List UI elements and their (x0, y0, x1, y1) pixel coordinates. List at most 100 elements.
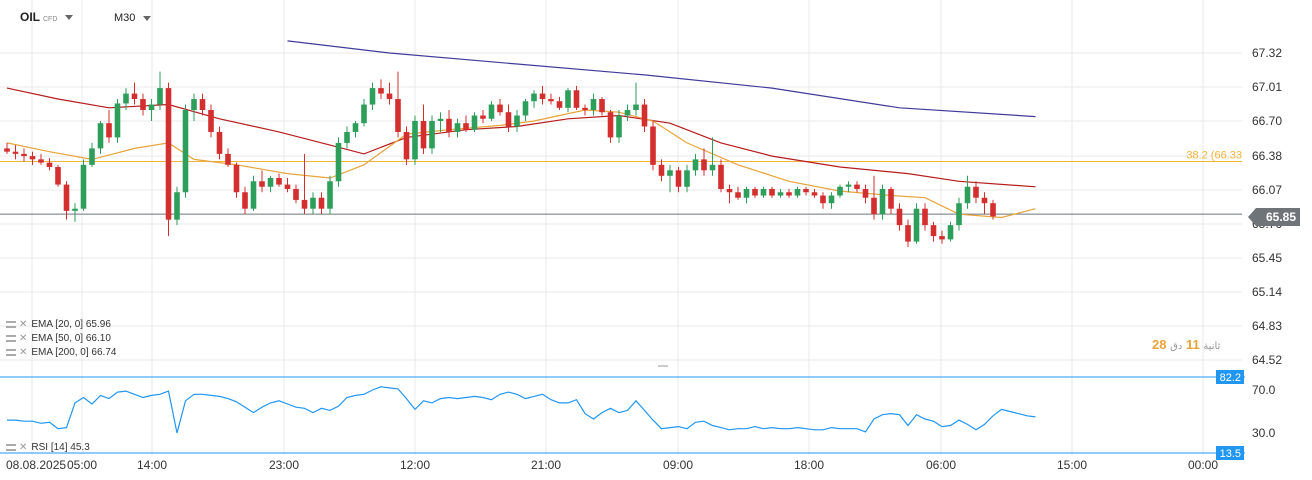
settings-icon[interactable] (6, 321, 16, 328)
candle-body (242, 192, 248, 209)
candle (854, 181, 860, 193)
settings-icon[interactable] (6, 444, 16, 451)
legend-ema50[interactable]: ✕ EMA [50, 0] 66.10 (6, 333, 111, 344)
candle-body (633, 104, 639, 111)
settings-icon[interactable] (6, 335, 16, 342)
x-tick-label: 05:00 (67, 458, 97, 472)
legend-ema200[interactable]: ✕ EMA [200, 0] 66.74 (6, 347, 116, 358)
candle-body (769, 188, 775, 196)
candle-body (709, 164, 716, 171)
candle (480, 110, 486, 124)
candle (845, 181, 852, 193)
candle (862, 184, 869, 204)
settings-icon[interactable] (6, 349, 16, 356)
close-icon[interactable]: ✕ (19, 333, 28, 344)
rsi-line (7, 386, 1036, 434)
candle (565, 88, 571, 113)
candle (828, 192, 835, 209)
candle (29, 151, 36, 165)
candle-body (386, 93, 393, 100)
candle (590, 93, 597, 116)
candle (463, 115, 469, 132)
candle-body (420, 120, 427, 149)
y-tick-label: 65.14 (1252, 285, 1282, 299)
chevron-down-icon (143, 15, 152, 21)
candle (531, 90, 537, 108)
candle-body (395, 99, 401, 132)
candle (896, 203, 903, 231)
candle-body (692, 159, 699, 171)
candle-body (123, 93, 129, 104)
candle-body (514, 115, 520, 127)
candle-body (641, 104, 648, 127)
x-tick-label: 08.08.2025 (6, 458, 66, 472)
candle-body (964, 186, 971, 204)
candle (726, 184, 733, 204)
candle (769, 186, 775, 198)
candle-body (582, 107, 588, 111)
candle (386, 82, 393, 105)
legend-rsi[interactable]: ✕ RSI [14] 45.3 (6, 442, 90, 453)
candle-body (250, 181, 257, 209)
candle-body (480, 115, 486, 119)
candle-body (862, 188, 869, 198)
ema200-line (287, 40, 1036, 118)
candle (250, 175, 257, 211)
close-icon[interactable]: ✕ (19, 319, 28, 330)
candle (437, 112, 444, 132)
candle (318, 192, 325, 215)
candle-body (327, 181, 333, 209)
candle (208, 104, 214, 138)
countdown-seconds: 28 (1152, 337, 1167, 352)
candle-body (743, 188, 750, 198)
candle-body (786, 192, 792, 196)
candle (335, 137, 342, 187)
candle (939, 230, 945, 244)
candle-body (956, 203, 962, 226)
y-tick-label: 67.32 (1252, 46, 1282, 60)
y-tick-label: 67.01 (1252, 80, 1282, 94)
candle (743, 186, 750, 204)
candle-body (701, 159, 707, 171)
candle (752, 186, 758, 198)
symbol-selector[interactable]: OIL CFD (20, 10, 74, 24)
candle (4, 142, 10, 154)
candle (344, 126, 350, 149)
candle (284, 177, 291, 193)
rsi-tick-label: 70.0 (1252, 383, 1276, 397)
candle-body (667, 170, 673, 176)
close-icon[interactable]: ✕ (19, 442, 28, 453)
candle-body (726, 188, 733, 193)
candle (633, 82, 639, 116)
candle (148, 99, 155, 121)
candle (888, 186, 894, 215)
candle (573, 85, 580, 111)
timeframe-selector[interactable]: M30 (114, 12, 152, 24)
candle-body (412, 120, 418, 160)
y-tick-label: 66.38 (1252, 149, 1282, 163)
candle (80, 159, 87, 211)
candle (97, 120, 104, 154)
close-icon[interactable]: ✕ (19, 347, 28, 358)
candle (89, 142, 95, 168)
candle-body (301, 199, 308, 209)
y-tick-label: 66.70 (1252, 114, 1282, 128)
rsi-badge-text: 82.2 (1220, 372, 1241, 384)
candle-body (913, 208, 920, 242)
candle-body (284, 184, 291, 189)
candle-body (879, 188, 886, 215)
candle-body (930, 225, 937, 237)
candle-body (794, 188, 801, 196)
candle-body (446, 118, 452, 132)
fib-level-label: 38.2 (66.33 (1186, 150, 1242, 162)
legend-ema20[interactable]: ✕ EMA [20, 0] 65.96 (6, 319, 111, 330)
candle (514, 110, 520, 132)
legend-ema200-label: EMA [200, 0] 66.74 (31, 347, 117, 358)
candle (233, 162, 240, 198)
x-tick-label: 23:00 (269, 458, 299, 472)
candle (259, 170, 265, 193)
candle-body (922, 208, 928, 226)
candle (650, 120, 656, 171)
candle (12, 145, 19, 160)
